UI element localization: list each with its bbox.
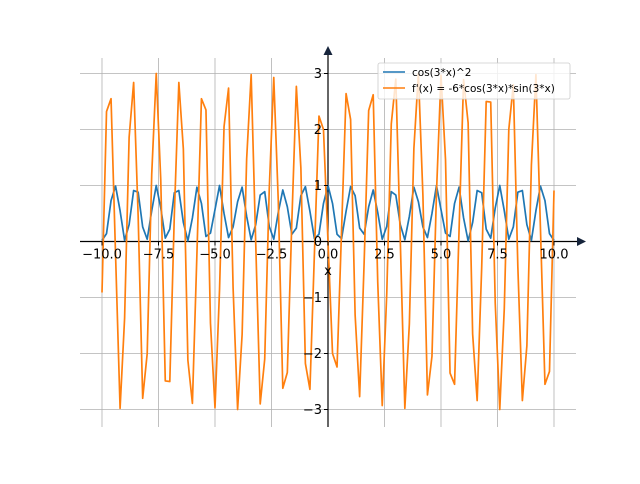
y-tick-label: −2 — [303, 347, 322, 362]
x-tick-label: 0.0 — [318, 248, 339, 263]
x-tick-label: −2.5 — [256, 248, 288, 263]
legend-label-cos: cos(3*x)^2 — [412, 67, 471, 79]
y-tick-label: 2 — [314, 123, 322, 138]
y-tick-label: 1 — [314, 179, 322, 194]
legend: cos(3*x)^2 f'(x) = -6*cos(3*x)*sin(3*x) — [377, 62, 571, 100]
y-tick-label: 3 — [314, 67, 322, 82]
legend-label-derivative: f'(x) = -6*cos(3*x)*sin(3*x) — [412, 83, 555, 95]
x-tick-label: 2.5 — [374, 248, 395, 263]
x-tick-label: −7.5 — [143, 248, 175, 263]
x-tick-label: 10.0 — [540, 248, 569, 263]
y-tick-label: −3 — [303, 403, 322, 418]
x-axis-label: x — [324, 264, 332, 279]
x-tick-label: −10.0 — [82, 248, 122, 263]
legend-frame — [377, 62, 571, 100]
x-tick-label: −5.0 — [199, 248, 231, 263]
y-tick-label: 0 — [314, 235, 322, 250]
ticks: −10.0 −7.5 −5.0 −2.5 0.0 2.5 5.0 7.5 10.0 −3 −2 −1 0… — [82, 67, 568, 418]
x-axis-arrow-icon — [577, 237, 586, 246]
x-tick-label: 7.5 — [487, 248, 508, 263]
y-tick-label: −1 — [303, 291, 322, 306]
x-tick-label: 5.0 — [431, 248, 452, 263]
y-axis-arrow-icon — [323, 46, 333, 55]
